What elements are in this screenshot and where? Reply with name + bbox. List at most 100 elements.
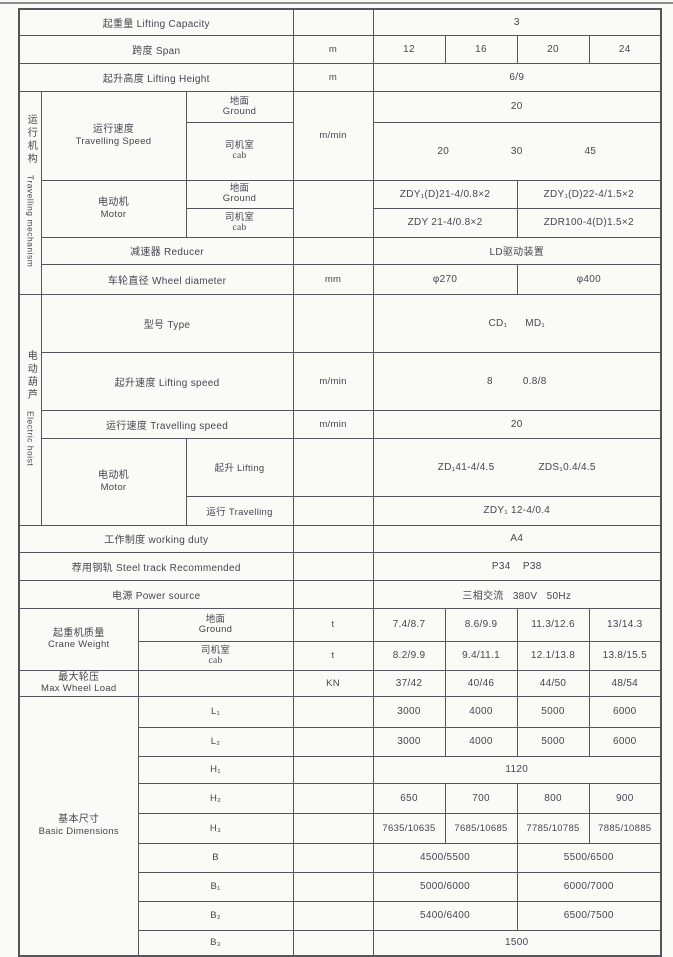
hoist-travelling-speed-unit: m/min [292,409,374,439]
steel-track-label: 荐用钢轨 Steel track Recommended [18,551,294,581]
dim-h2-value-1: 650 [372,782,446,814]
row-wheel-diameter: 车轮直径 Wheel diameter mm φ270 φ400 [19,263,662,295]
page-top-rule [0,2,673,4]
travel-motor-cab-value-2: ZDR100-4(D)1.5×2 [516,207,662,238]
hoist-motor-label: 电动机 Motor [40,437,187,526]
hoist-type-value-1: CD₁ [488,317,508,329]
dim-h2-sublabel: H₂ [137,782,294,814]
working-duty-unit [292,524,374,553]
hoist-type-unit [292,293,374,353]
section-travelling-mechanism: 运行机构 Travelling mechanism [18,90,42,295]
dim-l1-value-4: 6000 [588,695,662,728]
hoist-motor-lifting-sublabel: 起升 Lifting [185,437,294,497]
dim-h3-sublabel: H₃ [137,812,294,844]
reducer-unit [292,236,374,265]
dim-l1-value-2: 4000 [444,695,518,728]
dim-h3-value-4: 7885/10885 [588,812,662,844]
dim-l2-sublabel: L₂ [137,726,294,757]
crane-weight-cab-value-2: 9.4/11.1 [444,640,518,671]
dim-h2-value-4: 900 [588,782,662,814]
dim-h3-value-1: 7635/10635 [372,812,446,844]
hoist-motor-lifting-values: ZD₁41-4/4.5 ZDS₁0.4/4.5 [372,437,662,497]
wheel-diameter-value-2: φ400 [516,263,662,295]
row-dim-l1: 基本尺寸 Basic Dimensions L₁ 3000 4000 5000 … [18,695,662,957]
lifting-height-value: 6/9 [372,62,662,92]
travel-motor-ground-value-1: ZDY₁(D)21-4/0.8×2 [372,179,518,209]
dim-l2-unit [292,726,374,757]
working-duty-label: 工作制度 working duty [18,524,294,553]
travel-speed-unit: m/min [292,90,374,181]
hoist-lifting-speed-unit: m/min [292,351,374,411]
dim-b-sublabel: B [137,842,294,873]
dim-h3-value-3: 7785/10785 [516,812,590,844]
hoist-type-values: CD₁ MD₁ [372,293,662,353]
crane-weight-cab-unit: t [292,640,374,671]
dim-b2-sublabel: B₂ [137,900,294,931]
travel-motor-ground-value-2: ZDY₁(D)22-4/1.5×2 [516,179,662,209]
reducer-label: 减速器 Reducer [40,236,294,265]
travel-speed-cab-value-2: 30 [510,145,523,157]
span-value-20: 20 [516,34,590,64]
lifting-capacity-unit [292,8,374,36]
hoist-motor-travelling-value: ZDY₁ 12-4/0.4 [372,495,662,526]
dim-h1-unit [292,755,374,784]
travel-motor-ground-sublabel: 地面 Ground [185,179,294,209]
steel-track-unit [292,551,374,581]
max-wheel-load-value-2: 40/46 [444,669,518,697]
dim-b-value-1: 4500/5500 [372,842,518,873]
travelling-mechanism-strip: 运行机构 Travelling mechanism [25,114,37,268]
span-label: 跨度 Span [18,34,294,64]
dim-l1-unit [292,695,374,728]
dim-b2-unit [292,900,374,931]
dim-l2-value-3: 5000 [516,726,590,757]
travel-motor-label: 电动机 Motor [40,179,187,238]
crane-weight-label: 起重机质量 Crane Weight [18,607,139,671]
row-steel-track: 荐用钢轨 Steel track Recommended P34 P38 [18,551,662,581]
dim-b1-value-1: 5000/6000 [372,871,518,902]
row-working-duty: 工作制度 working duty A4 [18,524,662,553]
dim-b3-unit [292,929,374,957]
electric-hoist-en: Electric hoist [25,410,36,467]
span-value-16: 16 [444,34,518,64]
dim-h2-value-3: 800 [516,782,590,814]
travel-motor-unit [292,179,374,238]
hoist-travelling-speed-label: 运行速度 Travelling speed [40,409,294,439]
travel-speed-cab-sublabel: 司机室 cab [185,121,294,181]
crane-weight-cab-value-4: 13.8/15.5 [588,640,662,671]
crane-weight-ground-unit: t [292,607,374,642]
crane-weight-ground-value-2: 8.6/9.9 [444,607,518,642]
row-hoist-type: 电动葫芦 Electric hoist 型号 Type CD₁ MD₁ [18,293,662,526]
crane-weight-ground-value-3: 11.3/12.6 [516,607,590,642]
power-source-value: 三相交流 380V 50Hz [372,579,662,609]
lifting-height-unit: m [292,62,374,92]
travelling-mechanism-zh: 运行机构 [25,114,37,167]
basic-dimensions-label: 基本尺寸 Basic Dimensions [18,695,139,957]
row-lifting-capacity: 起重量 Lifting Capacity 3 [18,8,662,36]
travel-speed-ground-sublabel: 地面 Ground [185,90,294,123]
dim-b1-sublabel: B₁ [137,871,294,902]
electric-hoist-zh: 电动葫芦 [25,349,37,402]
dim-l2-value-1: 3000 [372,726,446,757]
row-dim-l2: L₂ 3000 4000 5000 6000 [19,726,662,757]
row-max-wheel-load: 最大轮压 Max Wheel Load KN 37/42 40/46 44/50… [18,669,662,697]
row-travel-speed-ground: 运行机构 Travelling mechanism 运行速度 Travelling… [18,90,662,295]
travel-speed-label: 运行速度 Travelling Speed [40,90,187,181]
hoist-motor-travelling-unit [292,495,374,526]
dim-h2-value-2: 700 [444,782,518,814]
dim-b2-value-2: 6500/7500 [516,900,662,931]
row-hoist-motor-travelling: 运行 Travelling ZDY₁ 12-4/0.4 [19,495,662,526]
row-power-source: 电源 Power source 三相交流 380V 50Hz [18,579,662,609]
hoist-motor-lifting-value-2: ZDS₁0.4/4.5 [538,461,596,473]
hoist-lifting-speed-values: 8 0.8/8 [372,351,662,411]
working-duty-value: A4 [372,524,662,553]
travelling-mechanism-en: Travelling mechanism [25,175,36,268]
dim-b3-sublabel: B₃ [137,929,294,957]
electric-hoist-strip: 电动葫芦 Electric hoist [25,349,37,467]
travel-motor-cab-value-1: ZDY 21-4/0.8×2 [372,207,518,238]
dim-l1-value-3: 5000 [516,695,590,728]
steel-track-value: P34 P38 [372,551,662,581]
dim-l2-value-2: 4000 [444,726,518,757]
span-value-12: 12 [372,34,446,64]
max-wheel-load-value-3: 44/50 [516,669,590,697]
dim-b1-unit [292,871,374,902]
